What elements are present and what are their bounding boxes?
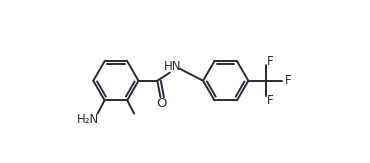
Text: H₂N: H₂N xyxy=(77,113,100,126)
Text: F: F xyxy=(285,74,291,87)
Text: F: F xyxy=(267,94,274,107)
Text: HN: HN xyxy=(164,60,182,73)
Text: O: O xyxy=(156,97,166,111)
Text: F: F xyxy=(267,55,274,68)
